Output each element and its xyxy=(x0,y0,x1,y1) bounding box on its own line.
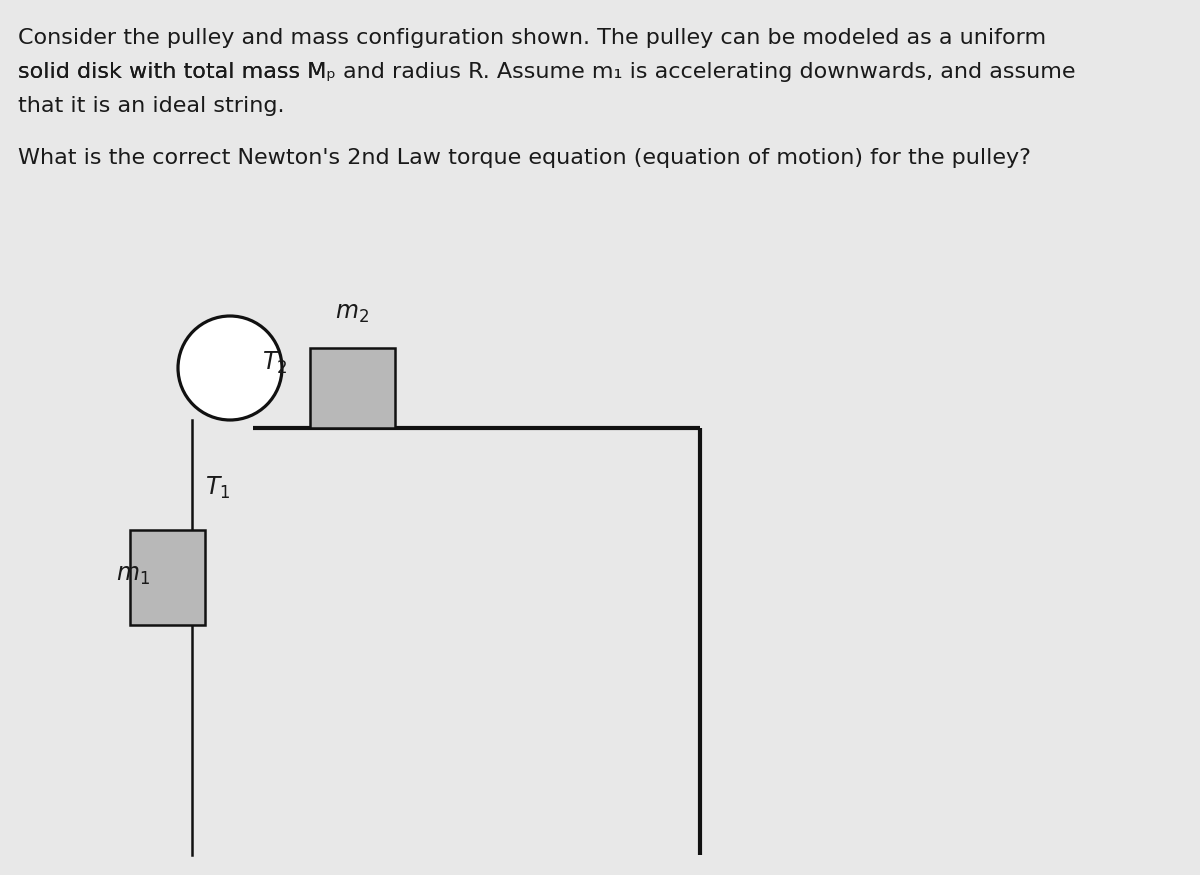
Text: $T_1$: $T_1$ xyxy=(205,475,230,501)
Text: $T_2$: $T_2$ xyxy=(262,350,287,376)
Bar xyxy=(130,530,205,625)
Text: Consider the pulley and mass configuration shown. The pulley can be modeled as a: Consider the pulley and mass configurati… xyxy=(18,28,1046,48)
Bar xyxy=(310,348,395,428)
Text: $m_2$: $m_2$ xyxy=(335,301,368,325)
Text: that it is an ideal string.: that it is an ideal string. xyxy=(18,96,284,116)
Text: What is the correct Newton's 2nd Law torque equation (equation of motion) for th: What is the correct Newton's 2nd Law tor… xyxy=(18,148,1031,168)
Circle shape xyxy=(178,316,282,420)
Text: $m_1$: $m_1$ xyxy=(116,563,150,587)
Text: solid disk with total mass M: solid disk with total mass M xyxy=(18,62,326,82)
Text: solid disk with total mass Mₚ and radius R. Assume m₁ is accelerating downwards,: solid disk with total mass Mₚ and radius… xyxy=(18,62,1075,82)
Text: solid disk with total mass Mₕ and radius R. Assume m₁ is accelerating downwards,: solid disk with total mass Mₕ and radius… xyxy=(18,62,1075,82)
